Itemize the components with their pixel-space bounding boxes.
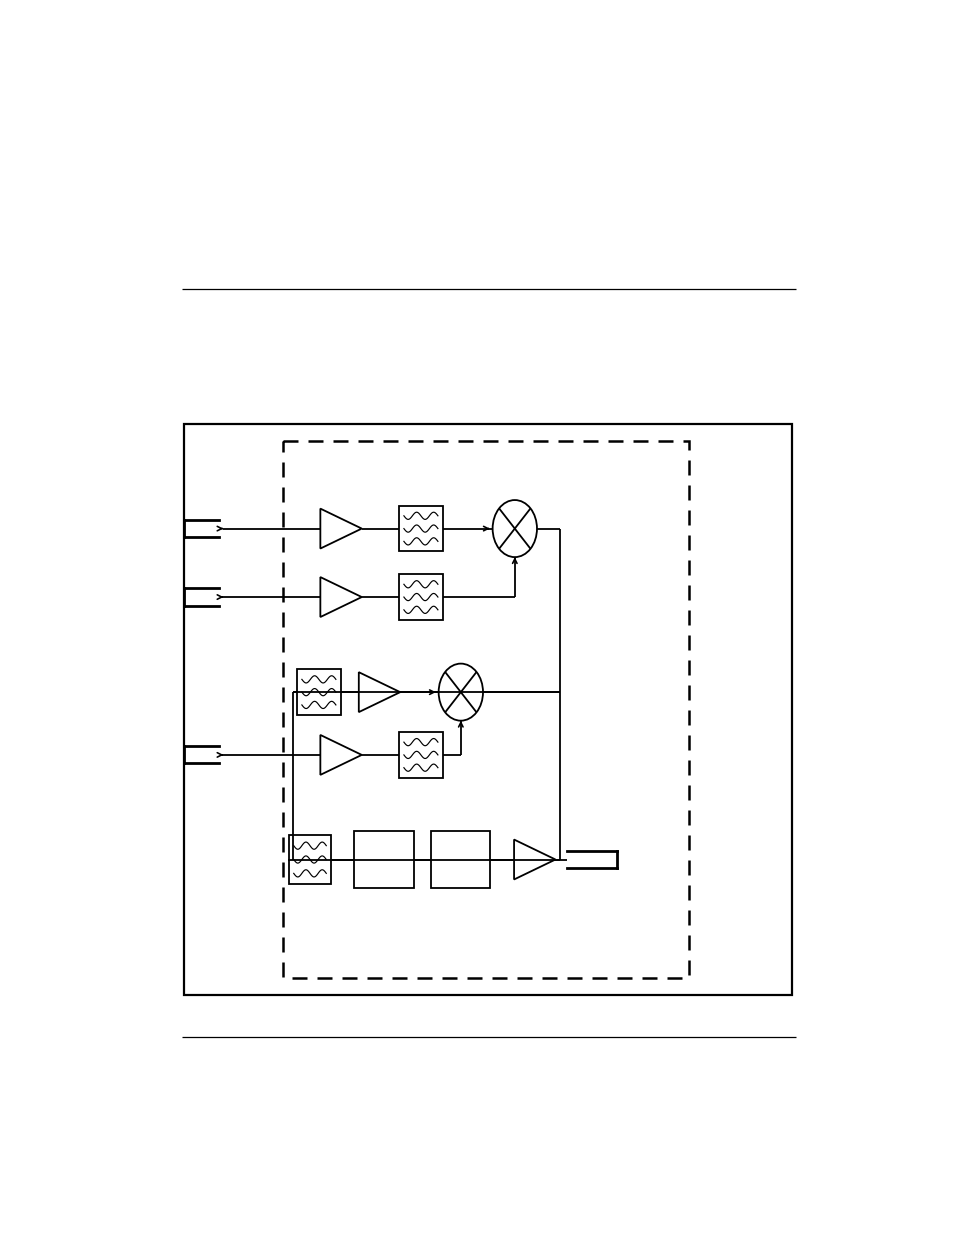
Circle shape xyxy=(492,500,537,557)
Bar xyxy=(288,835,331,884)
Polygon shape xyxy=(320,735,361,774)
Bar xyxy=(398,574,442,620)
Polygon shape xyxy=(358,672,400,713)
Bar xyxy=(398,506,442,551)
Bar xyxy=(431,831,490,888)
Circle shape xyxy=(438,663,482,721)
Bar xyxy=(283,441,688,978)
Bar xyxy=(184,424,791,994)
Bar xyxy=(398,732,442,778)
Polygon shape xyxy=(320,509,361,548)
Bar xyxy=(296,669,341,715)
Polygon shape xyxy=(514,840,555,879)
Bar xyxy=(354,831,413,888)
Polygon shape xyxy=(320,577,361,618)
